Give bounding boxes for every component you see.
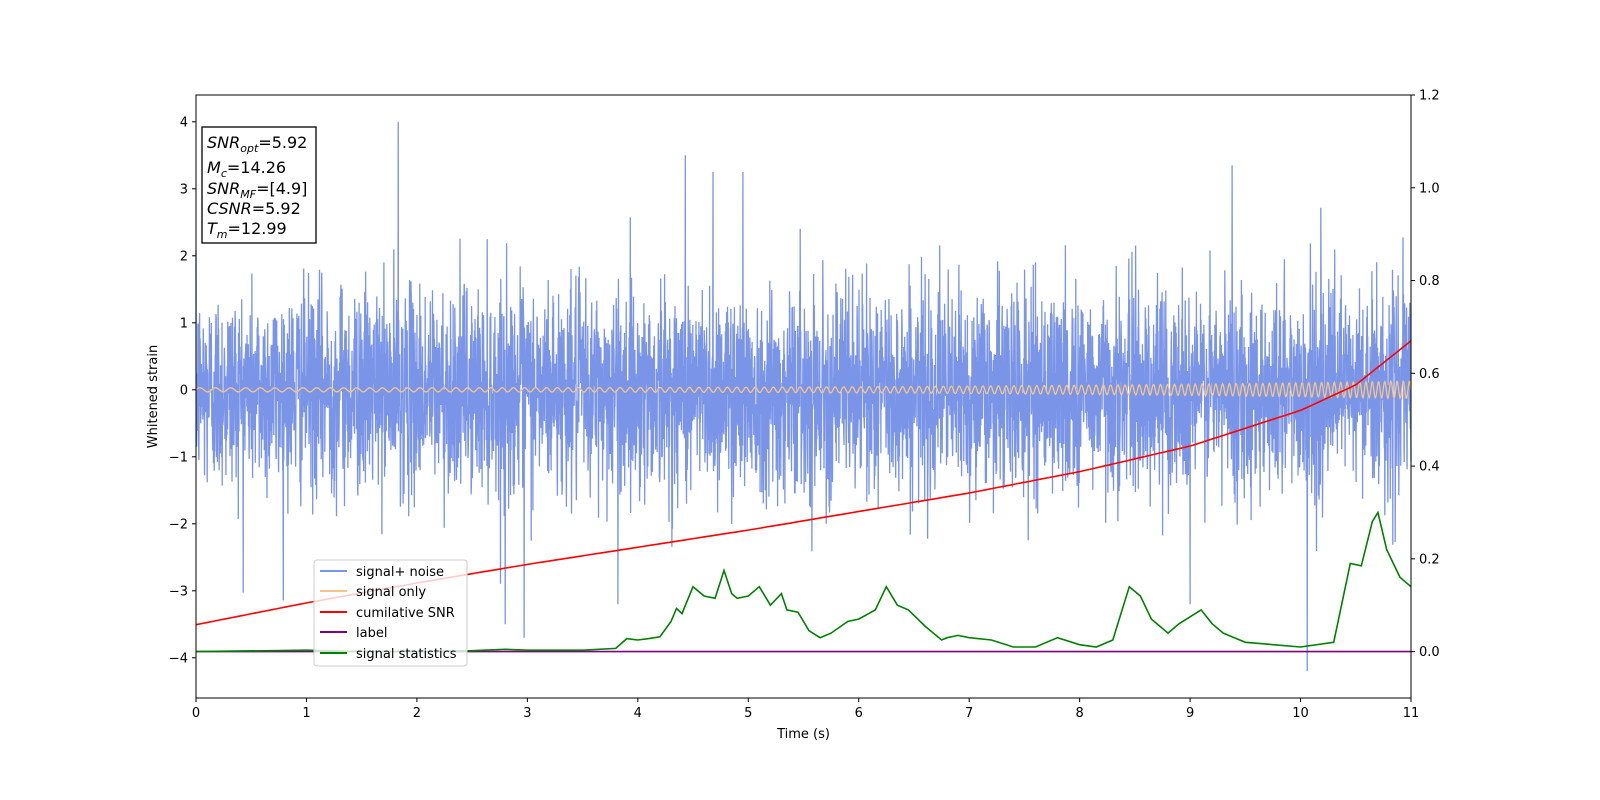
y-left-tick-label: −4	[169, 651, 188, 666]
legend-label-cumulative-snr: cumilative SNR	[356, 606, 455, 621]
x-tick-label: 9	[1186, 706, 1194, 721]
x-tick-label: 4	[634, 706, 642, 721]
x-tick-label: 8	[1075, 706, 1083, 721]
y-left-tick-label: 1	[180, 316, 188, 331]
x-tick-label: 7	[965, 706, 973, 721]
series-signal-noise	[195, 121, 1412, 672]
x-tick-label: 11	[1403, 706, 1420, 721]
info-box: SNRopt=5.92 Mc=14.26 SNRMF=[4.9] CSNR=5.…	[201, 126, 317, 244]
y-left-tick-label: 2	[180, 249, 188, 264]
axis-ticks: 0 1 2 3 4 5 6 7 8 9 10 11 −4 −3 −2 −1 0 1 2 3 4 0.0 0.2 0.4 0.6 0…	[169, 89, 1440, 722]
y-right-tick-label: 0.2	[1419, 552, 1440, 567]
y-right-tick-label: 0.8	[1419, 274, 1440, 289]
info-line-tm: Tm=12.99	[207, 219, 287, 241]
x-tick-label: 1	[302, 706, 310, 721]
x-tick-label: 2	[413, 706, 421, 721]
y-right-tick-label: 0.4	[1419, 460, 1440, 475]
x-tick-label: 0	[192, 706, 200, 721]
x-tick-label: 10	[1292, 706, 1309, 721]
info-box-frame	[201, 126, 317, 244]
y-right-tick-label: 0.0	[1419, 645, 1440, 660]
y-left-tick-label: 0	[180, 383, 188, 398]
legend-frame	[313, 559, 468, 667]
legend-label-label: label	[356, 626, 387, 641]
legend: signal+ noise signal only cumilative SNR…	[313, 559, 468, 667]
legend-label-signal-noise: signal+ noise	[356, 565, 444, 580]
legend-label-signal-statistics: signal statistics	[356, 647, 457, 662]
y-left-tick-label: −2	[169, 517, 188, 532]
series-signal-only	[195, 379, 1412, 400]
plot-frame	[195, 94, 1412, 699]
y-right-tick-label: 1.2	[1419, 89, 1440, 104]
y-left-tick-label: −3	[169, 584, 188, 599]
y-axis-label: Whitened strain	[146, 345, 161, 448]
info-line-snr-opt: SNRopt=5.92	[207, 133, 307, 155]
legend-label-signal-only: signal only	[356, 585, 426, 600]
y-left-tick-label: 3	[180, 182, 188, 197]
y-left-tick-label: 4	[180, 115, 188, 130]
x-tick-label: 6	[855, 706, 863, 721]
info-line-snr-mf: SNRMF=[4.9]	[207, 179, 307, 201]
info-line-mc: Mc=14.26	[207, 158, 286, 180]
info-line-csnr: CSNR=5.92	[207, 199, 301, 218]
x-tick-label: 5	[744, 706, 752, 721]
y-right-tick-label: 1.0	[1419, 181, 1440, 196]
y-left-tick-label: −1	[169, 450, 188, 465]
x-tick-label: 3	[523, 706, 531, 721]
y-right-tick-label: 0.6	[1419, 367, 1440, 382]
series-signal-statistics	[195, 510, 1412, 653]
x-axis-label: Time (s)	[776, 727, 830, 742]
